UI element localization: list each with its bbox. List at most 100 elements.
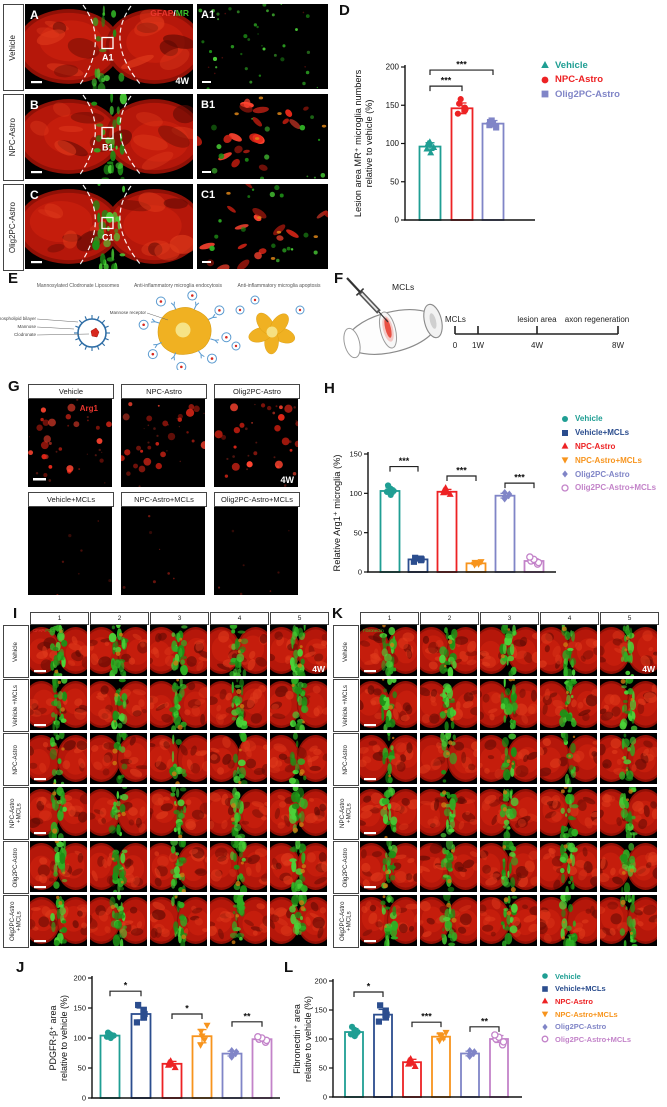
g-col-header-Vehicle: Vehicle <box>28 384 114 399</box>
grid-cell-r2c3 <box>210 733 267 784</box>
grid-cell-r4c1 <box>420 841 477 892</box>
legend-item-Vehicle+MCLs: Vehicle+MCLs <box>540 983 631 996</box>
grid-cell-art: Fibronectin <box>360 625 417 676</box>
grid-cell-r3c3 <box>540 787 597 838</box>
panel-e-diagram: Mannosylated Clodronate Liposomes Anti-in… <box>0 270 335 372</box>
grid-row-label-text: Vehicle <box>341 641 349 662</box>
grid-row-label-text: Vehicle +MCLs <box>341 684 349 727</box>
grid-cell-art <box>210 733 267 784</box>
svg-text:**: ** <box>243 1011 251 1021</box>
legend-label: Olig2PC-Astro <box>575 469 630 479</box>
svg-text:100: 100 <box>349 489 362 498</box>
legend-label: NPC-Astro <box>575 441 616 451</box>
panel-d-legend: Vehicle NPC-Astro Olig2PC-Astro <box>540 58 620 102</box>
g-micrograph-Olig2PC-Astro+MCLs <box>214 507 298 595</box>
svg-text:axon regeneration: axon regeneration <box>565 315 630 324</box>
grid-cell-art <box>540 733 597 784</box>
grid-cell-art <box>30 787 87 838</box>
grid-row-label-Vehicle +MCLs: Vehicle +MCLs <box>333 679 359 732</box>
grid-cell-art <box>90 733 147 784</box>
grid-col-header-4: 4 <box>540 612 599 625</box>
grid-cell-art <box>600 733 657 782</box>
legend-item-Olig2PC-Astro: Olig2PC-Astro <box>540 1020 631 1033</box>
micrograph-C1-inset: C1 <box>197 184 328 269</box>
micrograph-A-art: A1 A GFAP/MR 4W <box>25 4 193 89</box>
legend-label: NPC-Astro+MCLs <box>575 455 642 465</box>
svg-text:50: 50 <box>319 1064 327 1073</box>
abc-row-label-text: Olig2PC-Astro <box>8 201 18 254</box>
triangle-icon <box>541 998 549 1004</box>
micrograph-A1-art: A1 <box>198 4 319 89</box>
svg-text:MCLs: MCLs <box>445 315 466 324</box>
grid-cell-r5c2 <box>480 895 537 946</box>
svg-text:*: * <box>185 1004 189 1014</box>
grid-cell-r1c1 <box>90 679 147 730</box>
panel-letter-l: L <box>284 959 294 976</box>
grid-row-label-Olig2PC-Astro +MCLs: Olig2PC-Astro +MCLs <box>3 895 29 948</box>
grid-cell-r5c0 <box>30 895 87 946</box>
grid-cell-r3c2 <box>480 787 537 838</box>
g-col-header-Olig2PC-Astro+MCLs: Olig2PC-Astro+MCLs <box>214 492 300 507</box>
grid-row-label-text: NPC-Astro +MCLs <box>338 798 353 829</box>
g-art-Olig2PC-Astro+MCLs <box>217 529 290 595</box>
grid-row-label-NPC-Astro +MCLs: NPC-Astro +MCLs <box>333 787 359 840</box>
legend-label: Olig2PC-Astro <box>555 88 620 100</box>
legend-label: Vehicle <box>555 59 588 71</box>
grid-cell-r1c0 <box>30 679 87 730</box>
panel-g-micrographs: Vehicle Arg1 NPC-Astro Olig2PC-Astro 4W Vehic… <box>0 380 330 608</box>
legend-item-Olig2PC-Astro: Olig2PC-Astro <box>540 87 620 102</box>
grid-cell-art <box>30 841 87 890</box>
legend-item-NPC-Astro: NPC-Astro <box>540 73 620 88</box>
grid-cell-r2c4 <box>270 733 327 784</box>
grid-cell-art <box>600 842 657 892</box>
grid-cell-art <box>600 787 657 838</box>
svg-text:4W: 4W <box>176 76 190 86</box>
grid-cell-r4c3 <box>210 841 267 892</box>
grid-cell-art <box>480 841 537 892</box>
experiment-timeline-diagram: MCLs MCLs lesion area axon regeneration 0 1W 4… <box>343 277 630 359</box>
svg-text:50: 50 <box>78 1064 86 1073</box>
panel-d-chart: 0 50 100 150 200 Lesion area MR⁺ microglia nu… <box>335 50 545 235</box>
legend-item-Olig2PC-Astro+MCLs: Olig2PC-Astro+MCLs <box>560 481 656 495</box>
grid-cell-art: 4W <box>600 625 657 676</box>
svg-text:C1: C1 <box>201 189 215 201</box>
grid-cell-r5c3 <box>210 895 267 946</box>
micrograph-C-art: C1 C <box>25 184 193 269</box>
grid-cell-r5c4 <box>270 895 327 946</box>
grid-col-header-1: 1 <box>30 612 89 625</box>
panel-h-chart: 0 50 100 150 Relative Arg1⁺ microglia (%) ***… <box>330 432 570 580</box>
panel-letter-i: I <box>13 605 18 622</box>
grid-row-label-text: Vehicle <box>11 641 19 662</box>
diamond-icon <box>542 1023 548 1030</box>
triangle-down-icon <box>561 457 569 464</box>
grid-cell-art <box>360 733 417 784</box>
svg-text:Mannosylated Clodronate Liposo: Mannosylated Clodronate Liposomes <box>37 283 120 289</box>
grid-cell-r0c0: GFAP/PDGFR-β <box>30 625 87 676</box>
grid-cell-r0c1 <box>90 625 147 676</box>
grid-cell-art <box>360 841 417 890</box>
grid-cell-r2c4 <box>600 733 657 784</box>
svg-text:Anti-inflammatory microglia en: Anti-inflammatory microglia endocytosis <box>134 283 223 289</box>
g-micrograph-Olig2PC-Astro: 4W <box>214 399 298 487</box>
g-micrograph-Vehicle: Arg1 <box>28 399 112 487</box>
svg-text:Anti-inflammatory microglia ap: Anti-inflammatory microglia apoptosis <box>237 283 321 289</box>
svg-text:***: *** <box>399 456 410 466</box>
grid-row-label-text: Olig2PC-Astro +MCLs <box>338 901 353 942</box>
svg-text:***: *** <box>514 473 525 483</box>
grid-cell-art <box>420 895 477 946</box>
grid-row-label-Olig2PC-Astro: Olig2PC-Astro <box>3 841 29 894</box>
grid-cell-art <box>150 625 207 676</box>
circle-icon <box>541 76 549 84</box>
grid-cell-art <box>210 841 267 892</box>
grid-cell-art <box>90 787 147 837</box>
micrograph-B-art: B1 B <box>25 94 193 179</box>
svg-text:0: 0 <box>358 568 362 577</box>
svg-text:150: 150 <box>349 450 362 459</box>
grid-cell-art <box>360 895 417 946</box>
triangle-icon <box>541 61 549 69</box>
grid-col-header-1: 1 <box>360 612 419 625</box>
panel-l-chart: 0 50 100 150 200 Fibronectin⁺ area relative to… <box>288 963 540 1107</box>
svg-text:Lesion area MR⁺ microglia numb: Lesion area MR⁺ microglia numbers <box>353 69 363 217</box>
panel-letter-h: H <box>324 380 335 397</box>
grid-cell-art <box>420 681 477 730</box>
